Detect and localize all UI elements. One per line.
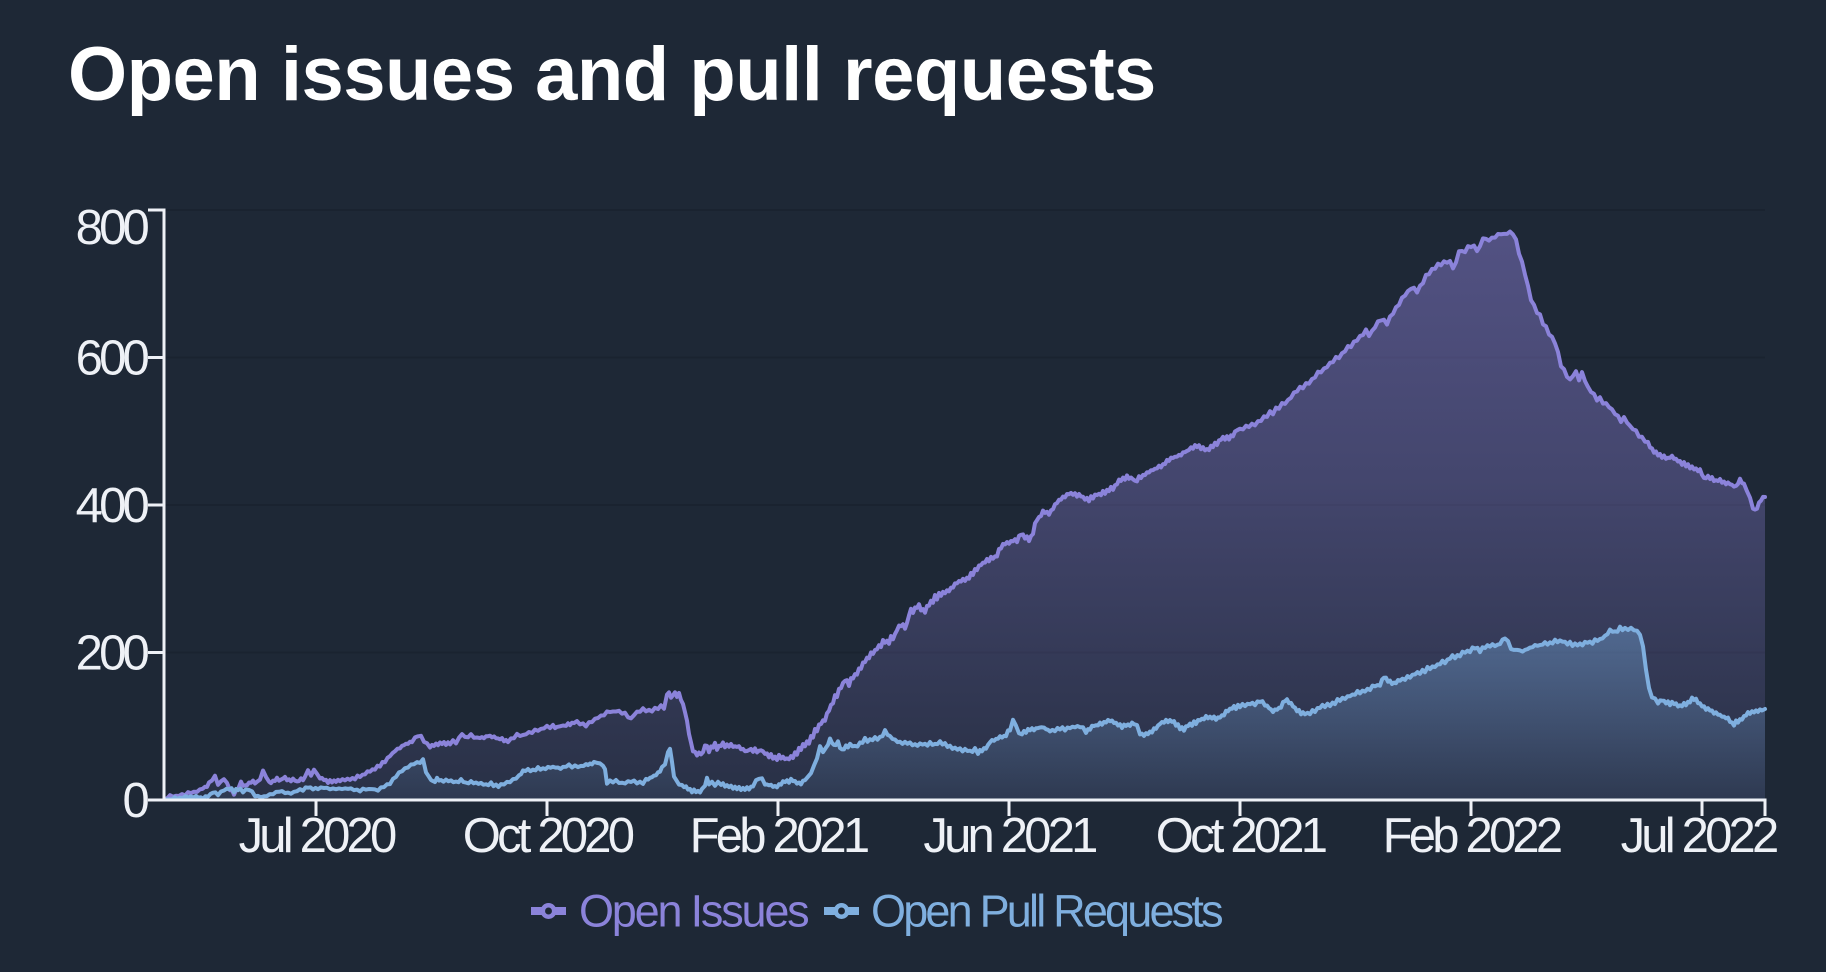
svg-text:Feb 2022: Feb 2022 [1383, 809, 1561, 863]
svg-text:Oct 2020: Oct 2020 [463, 809, 634, 863]
svg-text:Open Issues: Open Issues [579, 886, 808, 937]
svg-text:400: 400 [76, 479, 149, 533]
svg-text:Jul 2022: Jul 2022 [1621, 809, 1777, 863]
svg-text:Open issues and pull requests: Open issues and pull requests [68, 32, 1156, 117]
svg-text:Open Pull Requests: Open Pull Requests [871, 886, 1222, 937]
svg-text:Jul 2020: Jul 2020 [239, 809, 396, 863]
svg-text:600: 600 [76, 331, 149, 385]
svg-text:800: 800 [76, 201, 149, 255]
svg-text:Jun 2021: Jun 2021 [923, 809, 1096, 863]
svg-text:Feb 2021: Feb 2021 [690, 809, 868, 863]
svg-text:Oct 2021: Oct 2021 [1156, 809, 1326, 863]
svg-text:200: 200 [76, 626, 149, 680]
svg-text:0: 0 [123, 774, 149, 828]
